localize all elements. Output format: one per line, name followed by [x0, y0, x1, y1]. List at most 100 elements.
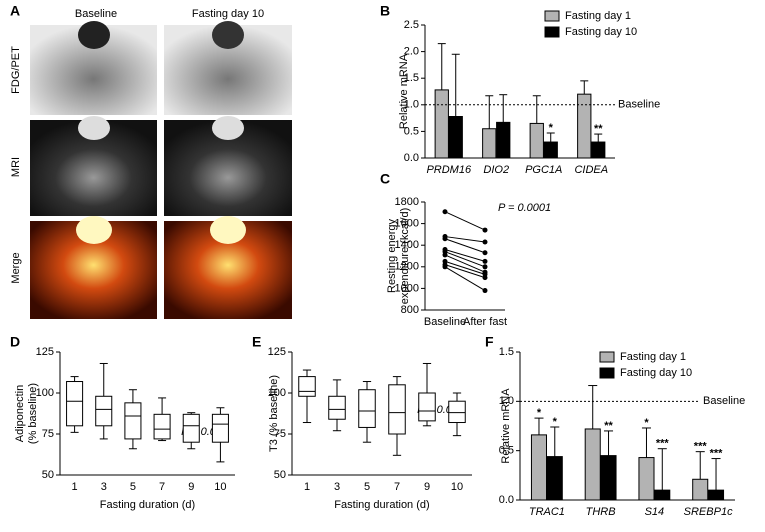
x-tick-label: THRB	[586, 506, 616, 518]
y-axis-label: Relative mRNA	[398, 53, 410, 129]
significance: **	[604, 420, 613, 432]
box	[182, 413, 200, 443]
legend-label: Fasting day 1	[620, 351, 686, 363]
y-axis-label: expenditure (kcal/d)	[399, 208, 411, 305]
box	[298, 376, 316, 397]
significance: *	[553, 416, 558, 428]
y-tick-label: 2.0	[404, 46, 419, 58]
x-tick-label: After fast	[463, 316, 507, 328]
legend-swatch	[599, 367, 615, 379]
legend-label: Fasting day 1	[565, 10, 631, 22]
bar	[584, 428, 601, 501]
reference-label: Baseline	[618, 99, 660, 111]
legend-swatch	[544, 10, 560, 22]
bar	[546, 456, 563, 501]
bar	[448, 116, 463, 159]
y-tick-label: 1000	[395, 282, 419, 294]
significance: ***	[710, 447, 724, 459]
bar	[692, 478, 709, 501]
y-tick-label: 50	[42, 469, 54, 481]
box	[124, 402, 142, 440]
subject-line	[444, 238, 486, 254]
bar	[600, 455, 617, 501]
x-tick-label: 1	[72, 481, 78, 493]
x-tick-label: Baseline	[424, 316, 466, 328]
point	[482, 258, 488, 264]
x-tick-label: 9	[188, 481, 194, 493]
box	[211, 413, 229, 443]
y-tick-label: 800	[401, 304, 419, 316]
bar	[496, 121, 511, 159]
head	[212, 116, 244, 140]
box	[153, 413, 171, 440]
x-tick-label: 1	[304, 481, 310, 493]
head	[210, 216, 246, 244]
bar	[591, 141, 606, 159]
y-tick-label: 1800	[395, 196, 419, 208]
significance: *	[644, 417, 649, 429]
panel-label: C	[380, 171, 390, 187]
significance: *	[537, 407, 542, 419]
subject-line	[444, 236, 486, 243]
subject-line	[444, 254, 486, 273]
x-tick-label: 3	[334, 481, 340, 493]
y-tick-label: 1400	[395, 239, 419, 251]
box	[388, 384, 406, 435]
bar	[482, 128, 497, 159]
x-tick-label: 5	[130, 481, 136, 493]
y-tick-label: 2.5	[404, 19, 419, 31]
bar	[434, 89, 449, 159]
row-label: FDG/PET	[10, 46, 22, 94]
row-label: MRI	[10, 157, 22, 177]
legend-swatch	[599, 351, 615, 363]
point	[482, 227, 488, 233]
y-tick-label: 0.5	[499, 445, 514, 457]
y-axis-label: Adiponectin	[14, 385, 26, 443]
x-tick-label: S14	[645, 506, 665, 518]
significance: **	[594, 123, 603, 135]
box	[328, 395, 346, 420]
y-tick-label: 125	[36, 346, 54, 358]
y-tick-label: 0.5	[404, 125, 419, 137]
subject-line	[444, 260, 486, 275]
bar	[529, 122, 544, 159]
y-tick-label: 1200	[395, 261, 419, 273]
y-axis-label: Relative mRNA	[500, 388, 512, 464]
y-axis-label: Resting energy	[386, 219, 398, 293]
y-axis-label: (% baseline)	[27, 383, 39, 444]
bar	[577, 93, 592, 159]
y-tick-label: 1.0	[404, 99, 419, 111]
y-tick-label: 75	[274, 428, 286, 440]
legend-label: Fasting day 10	[565, 26, 637, 38]
x-tick-label: 10	[451, 481, 463, 493]
reference-label: Baseline	[703, 395, 745, 407]
x-axis-label: Fasting duration (d)	[334, 499, 429, 511]
x-tick-label: 9	[424, 481, 430, 493]
annotation: P = 0.0001	[498, 202, 551, 214]
x-tick-label: PGC1A	[525, 164, 562, 176]
head	[212, 21, 244, 49]
column-header: Fasting day 10	[192, 8, 264, 20]
y-tick-label: 75	[42, 428, 54, 440]
point	[442, 252, 448, 258]
significance: *	[549, 122, 554, 134]
y-tick-label: 1.5	[404, 72, 419, 84]
point	[482, 264, 488, 270]
y-tick-label: 100	[268, 387, 286, 399]
head	[78, 21, 110, 49]
bar	[543, 141, 558, 159]
x-tick-label: PRDM16	[426, 164, 472, 176]
y-tick-label: 100	[36, 387, 54, 399]
box	[66, 381, 84, 427]
panel-label: B	[380, 3, 390, 19]
x-tick-label: 7	[159, 481, 165, 493]
point	[482, 239, 488, 245]
panel-label: A	[10, 3, 20, 19]
point	[482, 250, 488, 256]
y-tick-label: 1.5	[499, 346, 514, 358]
significance: ***	[656, 438, 670, 450]
y-tick-label: 0.0	[499, 494, 514, 506]
row-label: Merge	[10, 252, 22, 283]
x-tick-label: TRAC1	[529, 506, 565, 518]
